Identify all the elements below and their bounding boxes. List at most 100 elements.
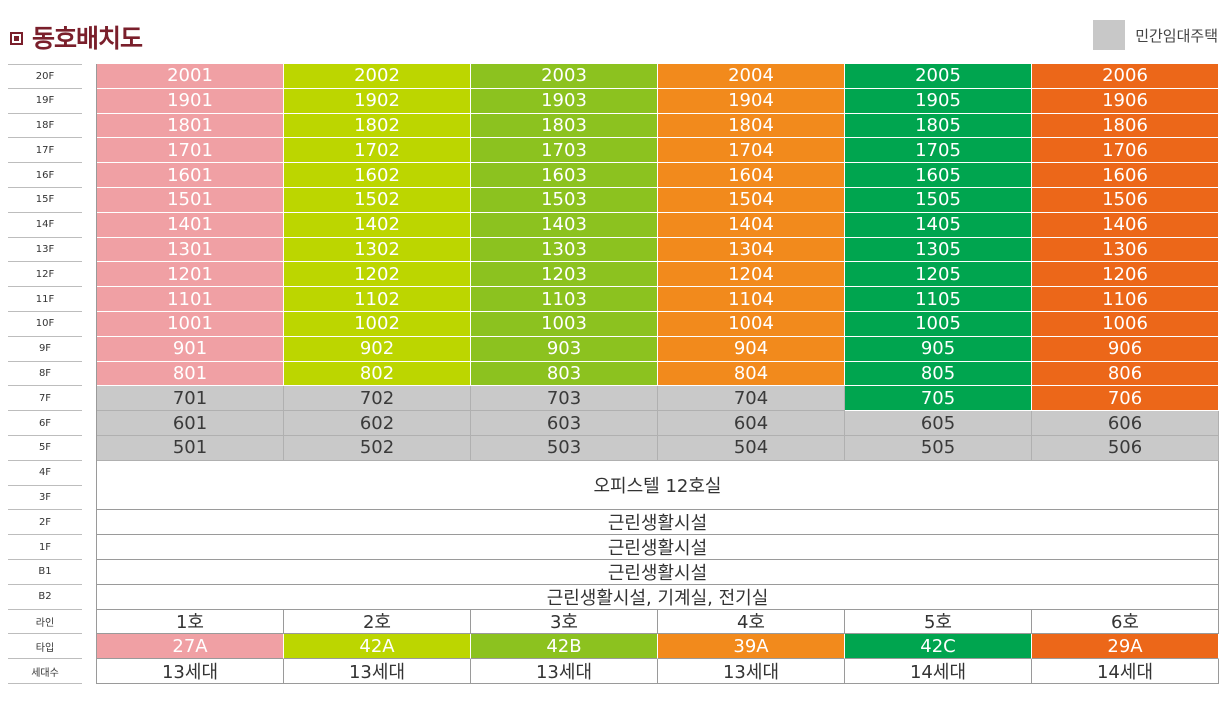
line-cell: 3호 <box>471 609 658 635</box>
unit-cell: 1505 <box>845 187 1032 213</box>
unit-cell: 1001 <box>97 311 284 337</box>
unit-cell: 1601 <box>97 163 284 188</box>
unit-cell: 1805 <box>845 113 1032 139</box>
unit-cell: 1904 <box>658 88 845 114</box>
unit-cell: 1102 <box>284 287 471 312</box>
floor-label: 10F <box>8 312 82 337</box>
unit-cell: 601 <box>97 411 284 436</box>
floor-label: 15F <box>8 188 82 213</box>
facility-row: 근린생활시설 <box>97 559 1219 585</box>
unit-cell: 602 <box>284 411 471 436</box>
line-cell: 1호 <box>97 609 284 635</box>
floor-label: 12F <box>8 262 82 288</box>
unit-cell: 704 <box>658 386 845 412</box>
floor-label: 3F <box>8 486 82 511</box>
floor-label: 1F <box>8 535 82 560</box>
unit-cell: 1803 <box>471 113 658 139</box>
floor-label: 5F <box>8 436 82 461</box>
unit-cell: 1303 <box>471 237 658 263</box>
unit-cell: 905 <box>845 336 1032 362</box>
unit-cell: 2004 <box>658 64 845 89</box>
floor-label: 14F <box>8 213 82 238</box>
unit-cell: 1905 <box>845 88 1032 114</box>
type-cell: 39A <box>658 634 845 660</box>
unit-cell: 1704 <box>658 138 845 164</box>
facility-row: 근린생활시설 <box>97 510 1219 536</box>
unit-cell: 2006 <box>1032 64 1219 89</box>
floor-label: 20F <box>8 64 82 89</box>
unit-cell: 1504 <box>658 187 845 213</box>
floor-label: 타입 <box>8 634 82 660</box>
unit-cell: 703 <box>471 386 658 412</box>
type-cell: 29A <box>1032 634 1219 660</box>
legend-label: 민간임대주택 <box>1135 26 1218 45</box>
unit-cell: 1406 <box>1032 212 1219 238</box>
line-cell: 6호 <box>1032 609 1219 635</box>
unit-cell: 906 <box>1032 336 1219 362</box>
unit-cell: 1906 <box>1032 88 1219 114</box>
unit-cell: 1302 <box>284 237 471 263</box>
line-cell: 5호 <box>845 609 1032 635</box>
unit-cell: 1201 <box>97 262 284 288</box>
facility-row: 오피스텔 12호실 <box>97 460 1219 511</box>
unit-cell: 1305 <box>845 237 1032 263</box>
unit-cell: 1202 <box>284 262 471 288</box>
unit-cell: 1604 <box>658 163 845 188</box>
unit-cell: 506 <box>1032 435 1219 461</box>
household-count-cell: 13세대 <box>284 659 471 684</box>
floor-label: 4F <box>8 461 82 486</box>
unit-cell: 1405 <box>845 212 1032 238</box>
page-title: 동호배치도 <box>10 20 143 54</box>
unit-layout-grid: 2001 2002 2003 2004 2005 2006 1901 1902 1903 1904… <box>96 64 1219 684</box>
floor-label: 13F <box>8 238 82 263</box>
household-count-cell: 14세대 <box>845 659 1032 684</box>
unit-cell: 904 <box>658 336 845 362</box>
household-count-cell: 13세대 <box>658 659 845 684</box>
unit-cell: 1902 <box>284 88 471 114</box>
unit-cell: 1404 <box>658 212 845 238</box>
unit-cell: 1005 <box>845 311 1032 337</box>
unit-cell: 1706 <box>1032 138 1219 164</box>
unit-cell: 1701 <box>97 138 284 164</box>
unit-cell: 1203 <box>471 262 658 288</box>
unit-cell: 1206 <box>1032 262 1219 288</box>
floor-label-column: 20F 19F 18F 17F 16F 15F 14F 13F 12F 11F 10F 9F 8F 7F 6… <box>8 64 82 684</box>
unit-cell: 1602 <box>284 163 471 188</box>
floor-label: 라인 <box>8 610 82 635</box>
unit-cell: 503 <box>471 435 658 461</box>
unit-cell: 1403 <box>471 212 658 238</box>
unit-cell: 605 <box>845 411 1032 436</box>
unit-cell: 1101 <box>97 287 284 312</box>
line-cell: 4호 <box>658 609 845 635</box>
unit-cell: 701 <box>97 386 284 412</box>
unit-cell: 1506 <box>1032 187 1219 213</box>
household-count-cell: 14세대 <box>1032 659 1219 684</box>
unit-cell: 806 <box>1032 361 1219 387</box>
floor-label: 18F <box>8 114 82 139</box>
floor-label: 7F <box>8 386 82 412</box>
unit-cell: 502 <box>284 435 471 461</box>
unit-cell: 1503 <box>471 187 658 213</box>
floor-label: 세대수 <box>8 659 82 684</box>
unit-cell: 706 <box>1032 386 1219 412</box>
unit-cell: 1306 <box>1032 237 1219 263</box>
floor-label: 11F <box>8 287 82 312</box>
floor-label: 16F <box>8 163 82 188</box>
unit-cell: 1204 <box>658 262 845 288</box>
unit-cell: 1703 <box>471 138 658 164</box>
type-cell: 27A <box>97 634 284 660</box>
unit-cell: 1402 <box>284 212 471 238</box>
unit-cell: 1401 <box>97 212 284 238</box>
unit-cell: 1603 <box>471 163 658 188</box>
floor-label: 17F <box>8 138 82 164</box>
unit-cell: 2002 <box>284 64 471 89</box>
page-title-text: 동호배치도 <box>32 24 143 53</box>
facility-row: 근린생활시설 <box>97 535 1219 560</box>
unit-cell: 1502 <box>284 187 471 213</box>
legend-swatch <box>1093 20 1126 50</box>
unit-cell: 1501 <box>97 187 284 213</box>
unit-cell: 1002 <box>284 311 471 337</box>
unit-cell: 1103 <box>471 287 658 312</box>
unit-cell: 1806 <box>1032 113 1219 139</box>
unit-cell: 1003 <box>471 311 658 337</box>
